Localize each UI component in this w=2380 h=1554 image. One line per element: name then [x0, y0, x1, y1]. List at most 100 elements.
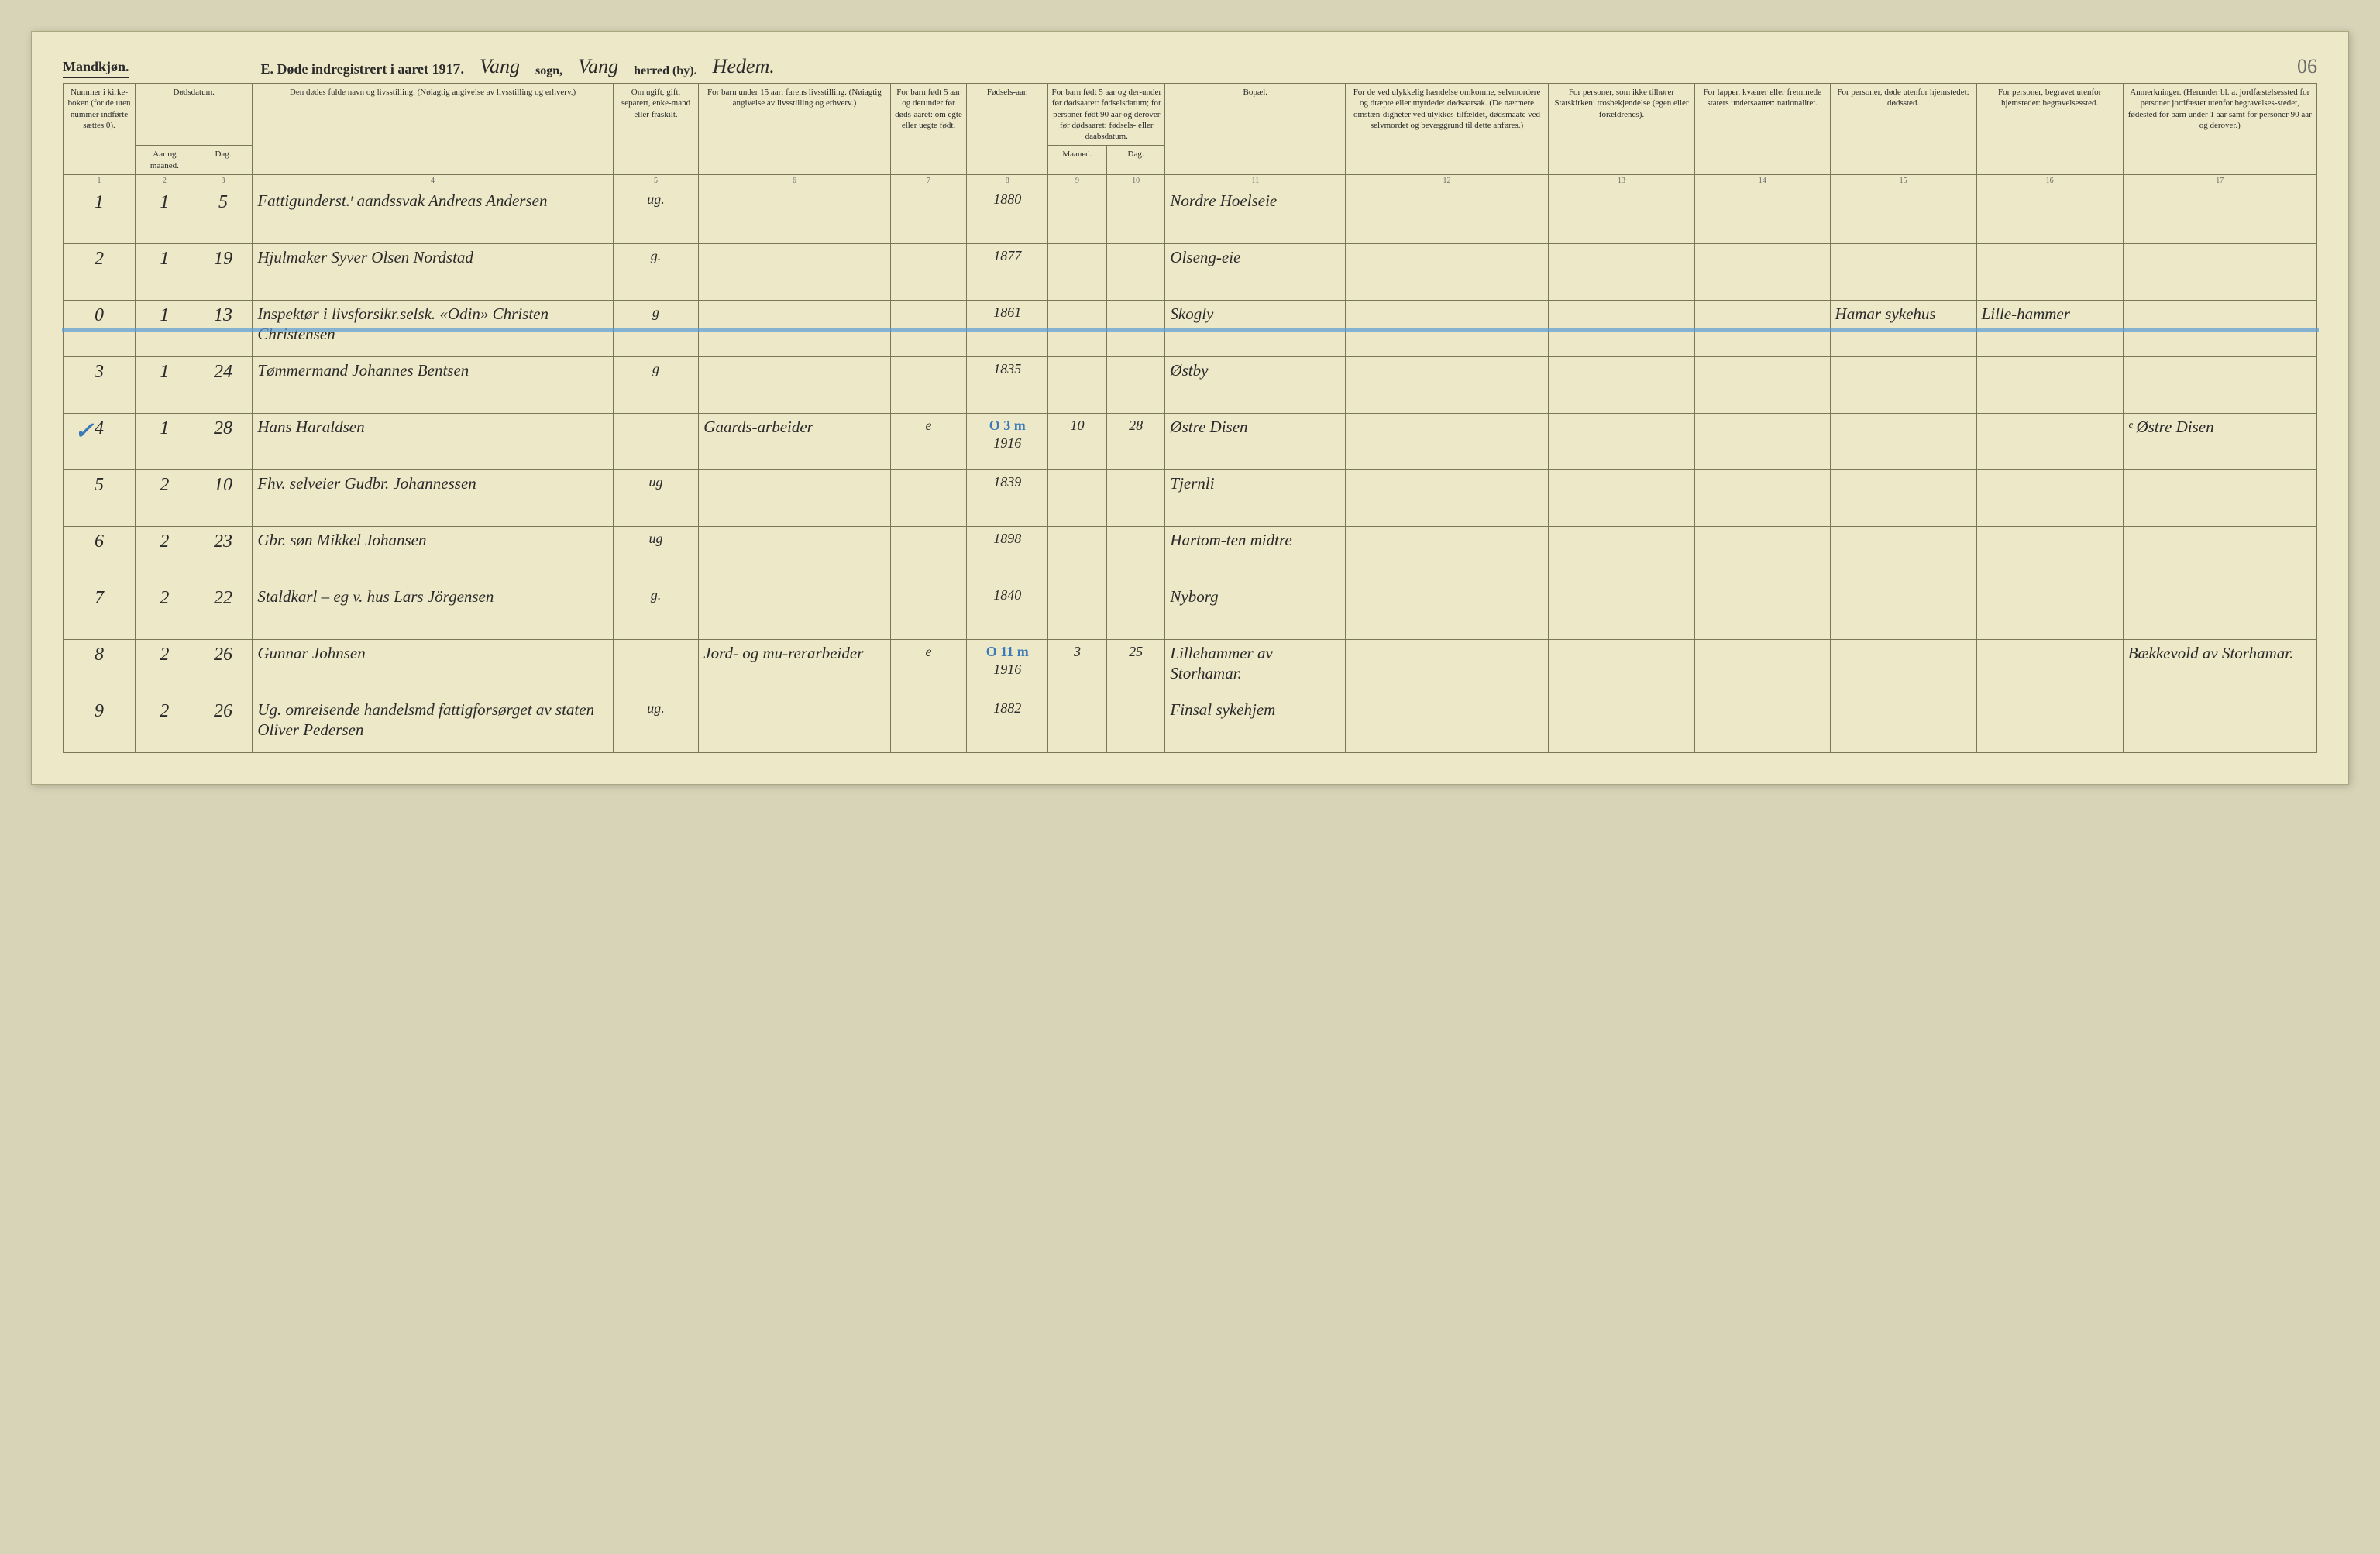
col-8-header: Fødsels-aar. [967, 84, 1048, 175]
residence: Olseng-eie [1165, 244, 1346, 301]
faith [1548, 696, 1694, 753]
faith [1548, 414, 1694, 470]
birth-month: 3 [1048, 640, 1107, 696]
marital-status [613, 640, 699, 696]
nationality [1695, 357, 1831, 414]
cause [1346, 696, 1549, 753]
death-month: 2 [136, 640, 194, 696]
birth-year: 1880 [967, 187, 1048, 244]
col-9-header: For barn født 5 aar og der-under før død… [1048, 84, 1165, 146]
birth-day [1106, 470, 1165, 527]
nationality [1695, 244, 1831, 301]
birth-year: 1835 [967, 357, 1048, 414]
entry-number: 3 [64, 357, 136, 414]
table-row: 3124Tømmermand Johannes Bentseng1835Østb… [64, 357, 2317, 414]
remarks [2123, 357, 2316, 414]
birth-month: 10 [1048, 414, 1107, 470]
herred-label: herred (by). [634, 64, 696, 78]
entry-number: 9 [64, 696, 136, 753]
nationality [1695, 301, 1831, 357]
death-place [1830, 527, 1976, 583]
birth-day [1106, 527, 1165, 583]
name-occupation: Fattigunderst.ᵗ aandssvak Andreas Anders… [253, 187, 613, 244]
entry-number: 8 [64, 640, 136, 696]
colnum: 7 [890, 175, 967, 187]
death-place [1830, 414, 1976, 470]
table-head: Nummer i kirke-boken (for de uten nummer… [64, 84, 2317, 175]
death-place [1830, 187, 1976, 244]
col-16-header: For personer, begravet utenfor hjemstede… [1976, 84, 2123, 175]
col-2b-header: Aar og maaned. [136, 146, 194, 175]
table-row: 9226Ug. omreisende handelsmd fattigforsø… [64, 696, 2317, 753]
remarks: ᵉ Østre Disen [2123, 414, 2316, 470]
col-6-header: For barn under 15 aar: farens livsstilli… [699, 84, 890, 175]
birth-month [1048, 583, 1107, 640]
col-9b-header: Maaned. [1048, 146, 1107, 175]
burial-place [1976, 187, 2123, 244]
remarks [2123, 470, 2316, 527]
title-period: . [461, 61, 465, 77]
colnum: 12 [1346, 175, 1549, 187]
death-day: 19 [194, 244, 253, 301]
nationality [1695, 696, 1831, 753]
faith [1548, 244, 1694, 301]
entry-number: 7 [64, 583, 136, 640]
entry-number: 4✓ [64, 414, 136, 470]
residence: Østby [1165, 357, 1346, 414]
colnum: 1 [64, 175, 136, 187]
name-occupation: Gunnar Johnsen [253, 640, 613, 696]
column-number-row: 1 2 3 4 5 6 7 8 9 10 11 12 13 14 15 16 1… [64, 175, 2317, 187]
birth-month [1048, 470, 1107, 527]
colnum: 15 [1830, 175, 1976, 187]
faith [1548, 187, 1694, 244]
remarks [2123, 583, 2316, 640]
table-row: 8226Gunnar JohnsenJord- og mu-rerarbeide… [64, 640, 2317, 696]
col-17-header: Anmerkninger. (Herunder bl. a. jordfæste… [2123, 84, 2316, 175]
birth-year: 1877 [967, 244, 1048, 301]
marital-status: g. [613, 244, 699, 301]
name-occupation: Gbr. søn Mikkel Johansen [253, 527, 613, 583]
father-occupation [699, 357, 890, 414]
nationality [1695, 640, 1831, 696]
residence: Østre Disen [1165, 414, 1346, 470]
death-day: 24 [194, 357, 253, 414]
cause [1346, 301, 1549, 357]
colnum: 4 [253, 175, 613, 187]
birth-month [1048, 244, 1107, 301]
birth-month [1048, 696, 1107, 753]
col-15-header: For personer, døde utenfor hjemstedet: d… [1830, 84, 1976, 175]
birth-year: O 3 m1916 [967, 414, 1048, 470]
col-9c-header: Dag. [1106, 146, 1165, 175]
colnum: 9 [1048, 175, 1107, 187]
gender-label: Mandkjøn. [63, 59, 129, 78]
table-row: 0113Inspektør i livsforsikr.selsk. «Odin… [64, 301, 2317, 357]
remarks [2123, 244, 2316, 301]
father-occupation [699, 301, 890, 357]
cause [1346, 527, 1549, 583]
birth-day [1106, 357, 1165, 414]
checkmark-icon: ✓ [74, 417, 94, 446]
death-day: 26 [194, 640, 253, 696]
birth-year: 1861 [967, 301, 1048, 357]
death-day: 26 [194, 696, 253, 753]
name-occupation: Hans Haraldsen [253, 414, 613, 470]
col-13-header: For personer, som ikke tilhører Statskir… [1548, 84, 1694, 175]
burial-place [1976, 414, 2123, 470]
remarks [2123, 301, 2316, 357]
residence: Nyborg [1165, 583, 1346, 640]
colnum: 13 [1548, 175, 1694, 187]
death-month: 2 [136, 583, 194, 640]
entry-number: 0 [64, 301, 136, 357]
cause [1346, 187, 1549, 244]
colnum: 17 [2123, 175, 2316, 187]
cause [1346, 357, 1549, 414]
colnum: 2 [136, 175, 194, 187]
faith [1548, 357, 1694, 414]
legitimate [890, 696, 967, 753]
birth-year: 1898 [967, 527, 1048, 583]
legitimate: e [890, 640, 967, 696]
legitimate [890, 244, 967, 301]
legitimate [890, 470, 967, 527]
residence: Lillehammer av Storhamar. [1165, 640, 1346, 696]
death-place [1830, 640, 1976, 696]
